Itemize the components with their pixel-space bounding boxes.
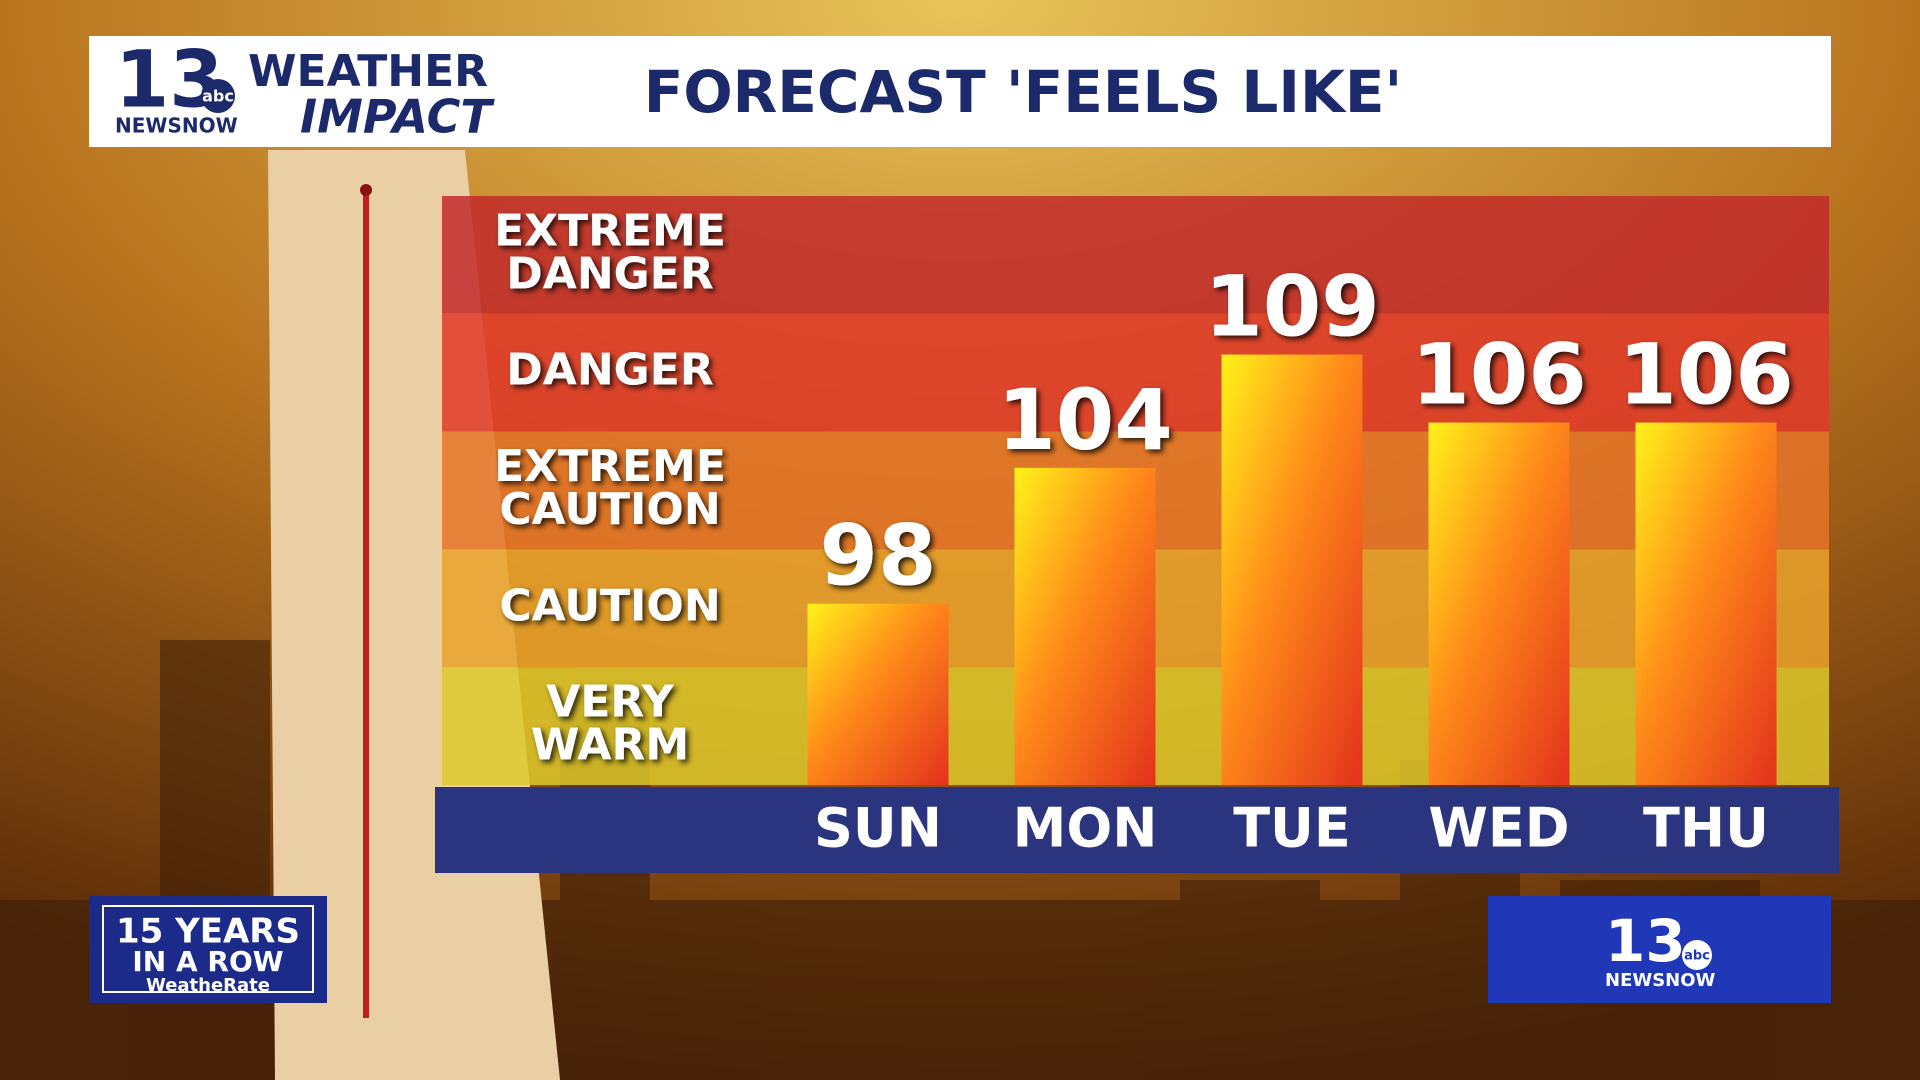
award-source: WeatheRate [146, 975, 270, 996]
logo-abc: abc [202, 87, 234, 106]
plot: EXTREMEDANGERDANGEREXTREMECAUTIONCAUTION… [435, 196, 1839, 873]
badge-circle [1682, 940, 1712, 970]
badge-number: 13 [1605, 907, 1686, 975]
band-label: VERY [546, 677, 675, 728]
value-label: 106 [1618, 325, 1793, 423]
logo-weather: WEATHER [248, 46, 488, 97]
badge-newsnow: NEWSNOW [1605, 970, 1716, 991]
award-line: IN A ROW [132, 945, 283, 978]
band-label: DANGER [506, 248, 713, 299]
value-label: 106 [1411, 325, 1586, 423]
band-label: WARM [531, 720, 689, 771]
band-label: EXTREME [494, 205, 726, 256]
chart-title: FORECAST 'FEELS LIKE' [644, 58, 1403, 126]
badge-abc: abc [1684, 949, 1710, 964]
x-tick-label: MON [1013, 797, 1158, 860]
bar [1428, 422, 1570, 785]
logo-circle [201, 79, 235, 113]
value-label: 104 [997, 371, 1172, 469]
heat-band [442, 313, 1829, 432]
x-tick-label: WED [1428, 797, 1569, 860]
bar [807, 603, 949, 785]
band-label: DANGER [506, 345, 713, 396]
x-tick-label: THU [1643, 797, 1769, 860]
band-label: CAUTION [499, 580, 720, 631]
day-strip [435, 787, 1839, 873]
station-badge [1488, 896, 1831, 1003]
bar [1221, 354, 1363, 785]
heat-band [442, 196, 1829, 314]
band-label: EXTREME [494, 441, 726, 492]
award-line: 15 YEARS [116, 912, 300, 952]
title-banner [89, 36, 1831, 147]
award-border [102, 905, 314, 993]
bar [1635, 422, 1777, 785]
x-tick-label: TUE [1233, 797, 1351, 860]
value-label: 109 [1204, 258, 1379, 356]
value-label: 98 [820, 507, 937, 605]
award-badge [89, 896, 327, 1003]
band-label: CAUTION [499, 484, 720, 535]
bar [1014, 467, 1156, 785]
logo-impact: IMPACT [300, 90, 495, 144]
logo-newsnow: NEWSNOW [115, 114, 238, 138]
x-tick-label: SUN [814, 797, 942, 860]
logo-number: 13 [115, 35, 224, 125]
